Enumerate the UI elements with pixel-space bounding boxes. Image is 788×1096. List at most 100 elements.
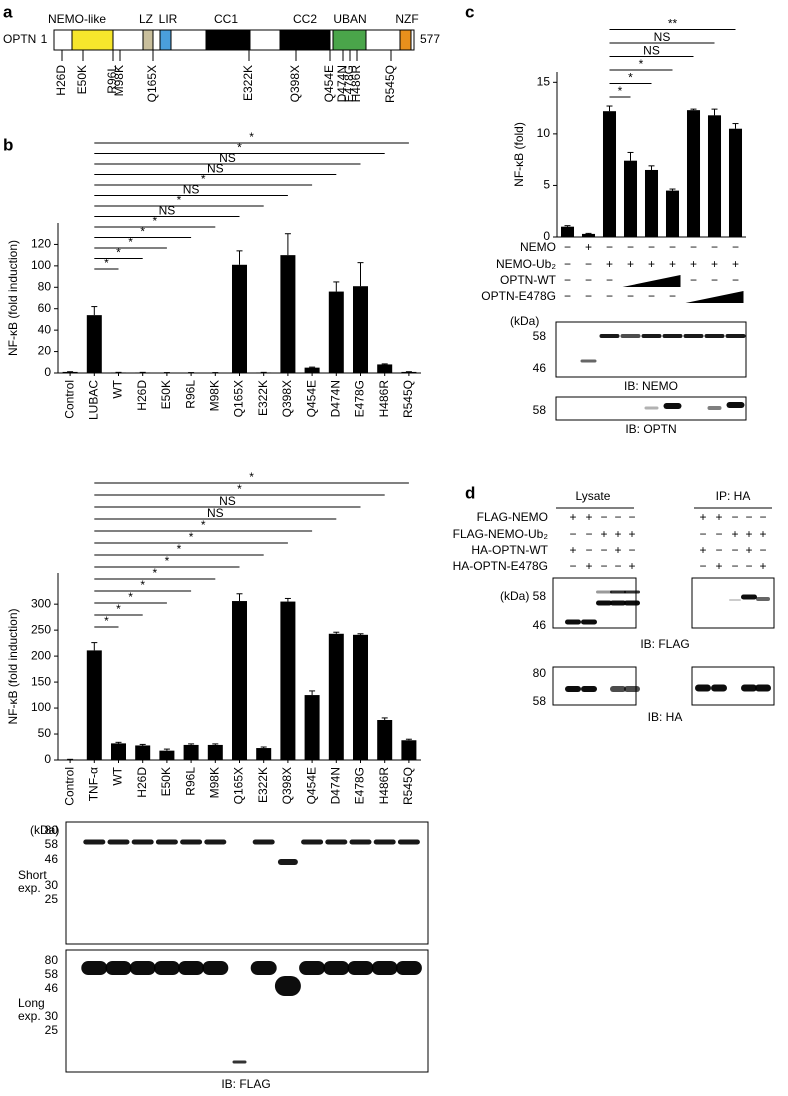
- mw-marker: 80: [45, 823, 59, 837]
- y-axis-label: NF-κB (fold induction): [6, 240, 20, 356]
- significance-label: NS: [219, 151, 236, 165]
- y-tick-label: 80: [38, 279, 52, 293]
- condition-sign: +: [569, 510, 576, 524]
- bar: [352, 634, 369, 760]
- significance-label: *: [152, 214, 157, 228]
- protein-name: OPTN: [3, 32, 36, 46]
- group-header: IP: HA: [716, 489, 751, 503]
- blot-band: [565, 686, 581, 692]
- kda-label: (kDa): [510, 314, 539, 328]
- condition-sign: −: [564, 289, 571, 303]
- bar: [602, 111, 617, 237]
- blot-band: [83, 839, 106, 845]
- y-axis-label: NF-κB (fold induction): [6, 608, 20, 724]
- dose-triangle: [685, 291, 744, 303]
- blot-band: [347, 961, 374, 975]
- x-tick-label: E478G: [353, 380, 367, 417]
- bar: [686, 110, 701, 237]
- mw-marker: 58: [533, 589, 547, 603]
- ib-label: IB: FLAG: [221, 1077, 270, 1091]
- condition-sign: +: [585, 240, 592, 254]
- condition-label: FLAG-NEMO: [477, 510, 548, 524]
- bar: [560, 226, 575, 237]
- y-tick-label: 10: [537, 126, 551, 140]
- domain: [332, 29, 367, 51]
- exposure-label: Short: [18, 868, 47, 882]
- significance-label: *: [140, 225, 145, 239]
- y-axis-label: NF-κB (fold): [512, 122, 526, 187]
- mw-marker: 46: [45, 981, 59, 995]
- mw-marker: 80: [45, 953, 59, 967]
- blot-band: [178, 961, 205, 975]
- condition-sign: −: [690, 240, 697, 254]
- significance-label: *: [104, 614, 109, 628]
- significance-label: *: [140, 578, 145, 592]
- condition-sign: −: [732, 273, 739, 287]
- mw-marker: 46: [533, 618, 547, 632]
- blot-band: [250, 961, 277, 975]
- condition-sign: −: [715, 527, 722, 541]
- condition-sign: −: [585, 543, 592, 557]
- condition-sign: +: [699, 543, 706, 557]
- condition-sign: +: [585, 559, 592, 573]
- blot-band: [129, 961, 156, 975]
- condition-sign: +: [600, 527, 607, 541]
- blot-band: [624, 686, 640, 692]
- blot-band: [624, 600, 640, 606]
- significance-label: *: [128, 235, 133, 249]
- exposure-label: Long: [18, 996, 45, 1010]
- condition-sign: +: [648, 257, 655, 271]
- mw-marker: 58: [45, 837, 59, 851]
- condition-sign: +: [745, 527, 752, 541]
- significance-label: *: [249, 130, 254, 144]
- mutation-label: Q165X: [145, 65, 159, 102]
- significance-label: *: [618, 84, 623, 98]
- blot-band: [610, 600, 626, 606]
- blot-band: [726, 402, 745, 408]
- bar: [231, 264, 248, 373]
- condition-sign: +: [715, 510, 722, 524]
- y-tick-label: 60: [38, 301, 52, 315]
- mutation-label: R96L: [105, 65, 119, 94]
- domain: [399, 29, 412, 51]
- condition-sign: −: [648, 240, 655, 254]
- blot-band: [725, 334, 746, 338]
- y-tick-label: 0: [44, 365, 51, 379]
- significance-label: *: [177, 193, 182, 207]
- domain-label: CC2: [293, 12, 317, 26]
- x-tick-label: M98K: [207, 767, 221, 798]
- x-tick-label: E50K: [159, 380, 173, 409]
- bar: [256, 372, 272, 374]
- bar: [644, 169, 659, 237]
- condition-sign: −: [606, 273, 613, 287]
- condition-sign: −: [690, 273, 697, 287]
- domain-label: NZF: [395, 12, 418, 26]
- condition-sign: −: [669, 289, 676, 303]
- condition-label: HA-OPTN-WT: [471, 543, 548, 557]
- y-tick-label: 0: [44, 752, 51, 766]
- condition-sign: +: [715, 559, 722, 573]
- condition-label: NEMO: [520, 240, 556, 254]
- domain: [142, 29, 154, 51]
- condition-label: HA-OPTN-E478G: [453, 559, 548, 573]
- blot-band: [741, 684, 757, 692]
- bar: [62, 759, 78, 761]
- blot-band: [580, 359, 597, 363]
- ib-label: IB: FLAG: [640, 637, 689, 651]
- blot-band: [610, 590, 626, 594]
- bar: [304, 367, 320, 373]
- blot-band: [581, 686, 597, 692]
- mw-marker: 30: [45, 878, 59, 892]
- condition-sign: +: [699, 510, 706, 524]
- x-tick-label: E478G: [353, 767, 367, 804]
- significance-label: *: [165, 554, 170, 568]
- significance-label: NS: [207, 506, 224, 520]
- condition-sign: +: [627, 257, 634, 271]
- dose-triangle: [622, 275, 681, 287]
- group-header: Lysate: [576, 489, 611, 503]
- x-tick-label: H486R: [377, 380, 391, 418]
- blot-band: [81, 961, 108, 975]
- significance-label: *: [639, 57, 644, 71]
- y-tick-label: 100: [31, 700, 51, 714]
- condition-sign: −: [628, 543, 635, 557]
